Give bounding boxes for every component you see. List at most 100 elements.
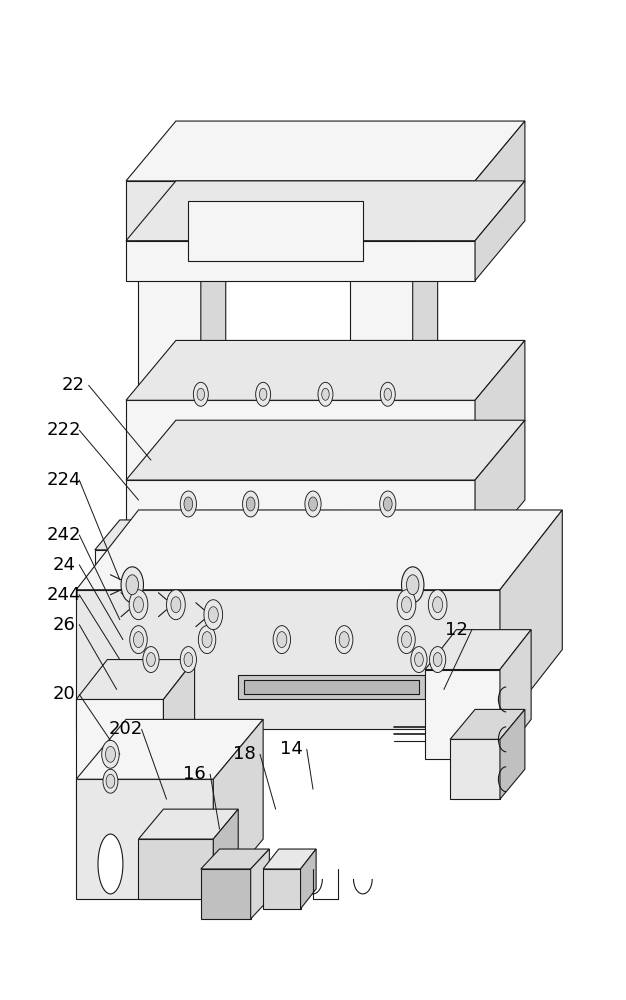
Circle shape	[322, 388, 329, 400]
Polygon shape	[76, 590, 500, 729]
Circle shape	[129, 590, 148, 620]
Polygon shape	[450, 520, 475, 620]
Circle shape	[130, 626, 147, 654]
Polygon shape	[351, 211, 438, 241]
Polygon shape	[76, 779, 213, 899]
Circle shape	[339, 632, 349, 648]
Circle shape	[180, 491, 197, 517]
Bar	[145, 866, 160, 894]
Circle shape	[383, 497, 392, 511]
Polygon shape	[126, 181, 475, 241]
Bar	[201, 510, 351, 550]
Polygon shape	[201, 869, 250, 919]
Circle shape	[259, 388, 267, 400]
Circle shape	[133, 597, 143, 613]
Circle shape	[384, 388, 391, 400]
Polygon shape	[126, 181, 525, 241]
Circle shape	[305, 491, 321, 517]
Ellipse shape	[98, 834, 123, 894]
Circle shape	[433, 653, 442, 667]
Polygon shape	[500, 630, 531, 759]
Circle shape	[202, 632, 212, 648]
Polygon shape	[376, 550, 450, 620]
Circle shape	[401, 632, 411, 648]
Polygon shape	[250, 849, 269, 919]
Circle shape	[246, 497, 255, 511]
Circle shape	[277, 632, 287, 648]
Polygon shape	[76, 660, 195, 699]
Polygon shape	[300, 849, 316, 909]
Polygon shape	[376, 520, 475, 550]
Polygon shape	[263, 849, 316, 869]
Text: 16: 16	[183, 765, 206, 783]
Polygon shape	[76, 510, 562, 590]
Bar	[201, 430, 351, 470]
Circle shape	[414, 653, 423, 667]
Circle shape	[336, 626, 353, 654]
Polygon shape	[263, 869, 300, 909]
Bar	[170, 866, 185, 894]
Bar	[244, 680, 419, 694]
Text: 26: 26	[53, 616, 75, 634]
Circle shape	[401, 597, 411, 613]
Circle shape	[121, 567, 143, 603]
Circle shape	[126, 575, 138, 595]
Circle shape	[318, 382, 333, 406]
Polygon shape	[475, 121, 525, 241]
Circle shape	[193, 382, 208, 406]
Circle shape	[255, 382, 270, 406]
Circle shape	[106, 774, 115, 788]
Circle shape	[103, 769, 118, 793]
Circle shape	[171, 597, 181, 613]
Circle shape	[180, 647, 197, 673]
Circle shape	[105, 746, 115, 762]
Polygon shape	[163, 660, 195, 799]
Polygon shape	[475, 420, 525, 560]
Text: 20: 20	[53, 685, 75, 703]
Polygon shape	[351, 241, 413, 400]
Circle shape	[309, 497, 317, 511]
Circle shape	[380, 491, 396, 517]
Circle shape	[184, 497, 193, 511]
Circle shape	[208, 607, 218, 623]
Polygon shape	[213, 809, 239, 899]
Polygon shape	[95, 550, 170, 620]
Polygon shape	[126, 241, 475, 281]
Circle shape	[429, 647, 446, 673]
Polygon shape	[126, 420, 525, 480]
Polygon shape	[201, 849, 269, 869]
Circle shape	[184, 653, 193, 667]
Text: 18: 18	[233, 745, 256, 763]
Text: 24: 24	[52, 556, 75, 574]
Circle shape	[204, 600, 223, 630]
Polygon shape	[450, 709, 525, 739]
Polygon shape	[76, 719, 263, 779]
Polygon shape	[213, 719, 263, 899]
Polygon shape	[126, 400, 475, 480]
Polygon shape	[138, 809, 239, 839]
Circle shape	[406, 575, 419, 595]
Bar	[188, 201, 363, 261]
Text: 12: 12	[445, 621, 468, 639]
Polygon shape	[500, 510, 562, 729]
Circle shape	[381, 382, 395, 406]
Text: 22: 22	[61, 376, 85, 394]
Text: 242: 242	[46, 526, 81, 544]
Polygon shape	[201, 211, 226, 400]
Polygon shape	[475, 181, 525, 281]
Circle shape	[133, 632, 143, 648]
Circle shape	[398, 626, 415, 654]
Polygon shape	[138, 211, 226, 241]
Circle shape	[433, 597, 443, 613]
Polygon shape	[425, 670, 500, 759]
Circle shape	[198, 626, 216, 654]
Polygon shape	[126, 480, 475, 560]
Polygon shape	[170, 520, 195, 620]
Polygon shape	[500, 709, 525, 799]
Polygon shape	[425, 630, 531, 670]
Polygon shape	[450, 739, 500, 799]
Circle shape	[197, 388, 205, 400]
Circle shape	[167, 590, 185, 620]
Text: 244: 244	[46, 586, 81, 604]
Polygon shape	[413, 211, 438, 400]
